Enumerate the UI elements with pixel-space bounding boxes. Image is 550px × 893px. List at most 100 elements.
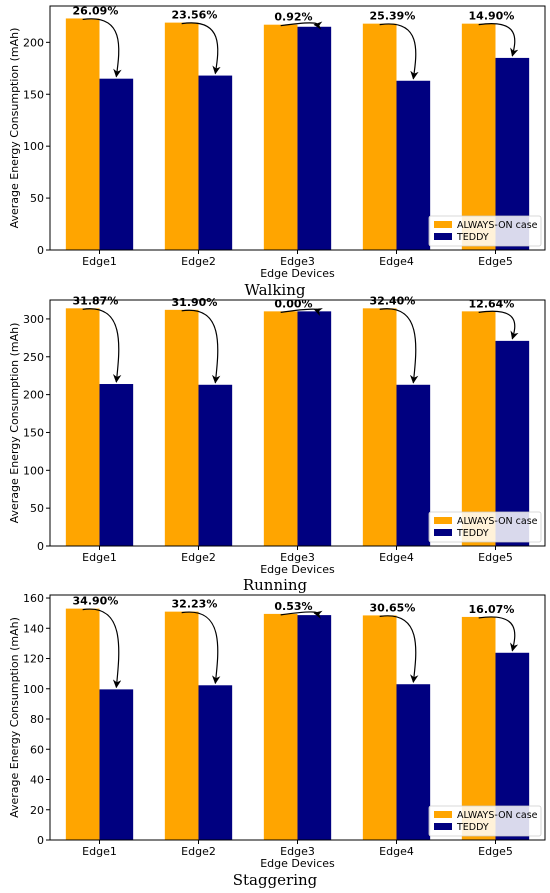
x-axis-label: Edge Devices [260,857,335,870]
chart-caption-running: Running [243,576,308,594]
reduction-arrow-edge5 [478,310,519,340]
chart-caption-staggering: Staggering [233,871,318,889]
y-tick-label-100: 100 [23,464,44,477]
bar-teddy-edge2 [198,384,233,546]
y-tick-label-150: 150 [23,426,44,439]
reduction-label-edge5: 16.07% [469,603,515,616]
reduction-arrow-edge3 [280,308,323,316]
reduction-arrow-edge2 [181,309,221,384]
legend-swatch-always-on [434,811,452,818]
bar-teddy-edge1 [99,689,134,840]
bar-always-on-edge4 [362,23,397,251]
legend-label-teddy: TEDDY [456,822,489,833]
legend-swatch-always-on [434,221,452,228]
reduction-arrow-edge4 [379,615,419,684]
legend-swatch-teddy [434,529,452,536]
bar-teddy-edge1 [99,384,134,546]
legend-box [428,805,542,837]
reduction-label-edge5: 14.90% [469,10,515,23]
x-tick-label-edge5: Edge5 [478,551,513,564]
reduction-label-edge1: 31.87% [73,294,119,307]
reduction-arrow-edge2 [181,22,221,75]
reduction-label-edge4: 30.65% [370,601,416,614]
legend-label-always-on: ALWAYS-ON case [457,516,538,527]
x-tick-label-edge5: Edge5 [478,255,513,268]
y-tick-label-120: 120 [23,653,44,666]
bar-always-on-edge2 [164,22,199,251]
legend-label-always-on: ALWAYS-ON case [457,220,538,231]
reduction-arrow-edge3 [280,610,323,619]
x-tick-label-edge2: Edge2 [181,845,216,858]
x-tick-label-edge3: Edge3 [280,551,315,564]
y-axis-label: Average Energy Consumption (mAh) [8,617,21,818]
reduction-arrow-edge4 [379,23,419,80]
reduction-label-edge2: 23.56% [172,9,218,22]
y-tick-label-0: 0 [37,540,44,553]
bar-always-on-edge5 [461,311,496,546]
y-tick-label-160: 160 [23,592,44,605]
plot-frame [49,594,546,841]
chart-panel-staggering: 34.90% Edge1 32.23% Edge2 0.53% Edge3 30.65% Ed… [8,592,546,889]
legend-label-teddy: TEDDY [456,528,489,539]
y-axis-label: Average Energy Consumption (mAh) [8,28,21,229]
reduction-label-edge3: 0.92% [274,11,312,24]
legend-box [428,511,542,543]
x-tick-label-edge4: Edge4 [379,255,414,268]
bar-always-on-edge3 [263,311,298,546]
reduction-label-edge3: 0.00% [274,297,312,310]
y-tick-label-50: 50 [30,192,44,205]
y-tick-label-0: 0 [37,244,44,257]
bar-always-on-edge1 [65,608,100,840]
reduction-label-edge4: 25.39% [370,10,416,23]
bar-teddy-edge3 [297,615,332,840]
y-tick-label-100: 100 [23,683,44,696]
bar-teddy-edge2 [198,75,233,251]
chart-caption-walking: Walking [244,281,305,299]
bar-teddy-edge1 [99,78,134,251]
bar-teddy-edge3 [297,26,332,250]
legend-label-teddy: TEDDY [456,232,489,243]
reduction-arrow-edge1 [82,18,122,78]
reduction-arrow-edge1 [82,308,122,383]
y-tick-label-40: 40 [30,774,44,787]
x-tick-label-edge1: Edge1 [82,845,117,858]
legend-swatch-teddy [434,823,452,830]
legend-box [428,215,542,247]
bar-always-on-edge5 [461,616,496,840]
x-axis-label: Edge Devices [260,267,335,280]
y-tick-label-50: 50 [30,502,44,515]
x-tick-label-edge1: Edge1 [82,551,117,564]
y-tick-label-100: 100 [23,140,44,153]
y-tick-label-200: 200 [23,389,44,402]
reduction-label-edge2: 31.90% [172,296,218,309]
reduction-arrow-edge2 [181,611,221,685]
y-tick-label-80: 80 [30,713,44,726]
y-tick-label-60: 60 [30,743,44,756]
x-tick-label-edge2: Edge2 [181,255,216,268]
x-tick-label-edge3: Edge3 [280,255,315,268]
y-tick-label-300: 300 [23,313,44,326]
x-tick-label-edge4: Edge4 [379,551,414,564]
y-tick-label-150: 150 [23,88,44,101]
chart-panel-walking: 26.09% Edge1 23.56% Edge2 0.92% Edge3 25.39% Ed… [8,4,546,299]
reduction-arrow-edge5 [478,23,519,57]
plot-frame [49,5,546,251]
bar-always-on-edge3 [263,24,298,250]
x-tick-label-edge2: Edge2 [181,551,216,564]
bar-teddy-edge2 [198,685,233,840]
bar-teddy-edge4 [396,384,431,546]
reduction-label-edge1: 26.09% [73,4,119,17]
y-tick-label-200: 200 [23,36,44,49]
x-axis-label: Edge Devices [260,563,335,576]
plot-frame [49,299,546,547]
reduction-arrow-edge1 [82,608,122,689]
y-axis-label: Average Energy Consumption (mAh) [8,323,21,524]
x-tick-label-edge4: Edge4 [379,845,414,858]
legend-swatch-always-on [434,517,452,524]
y-tick-label-250: 250 [23,351,44,364]
bar-always-on-edge2 [164,611,199,840]
bar-teddy-edge4 [396,684,431,840]
x-tick-label-edge3: Edge3 [280,845,315,858]
y-tick-label-0: 0 [37,834,44,847]
